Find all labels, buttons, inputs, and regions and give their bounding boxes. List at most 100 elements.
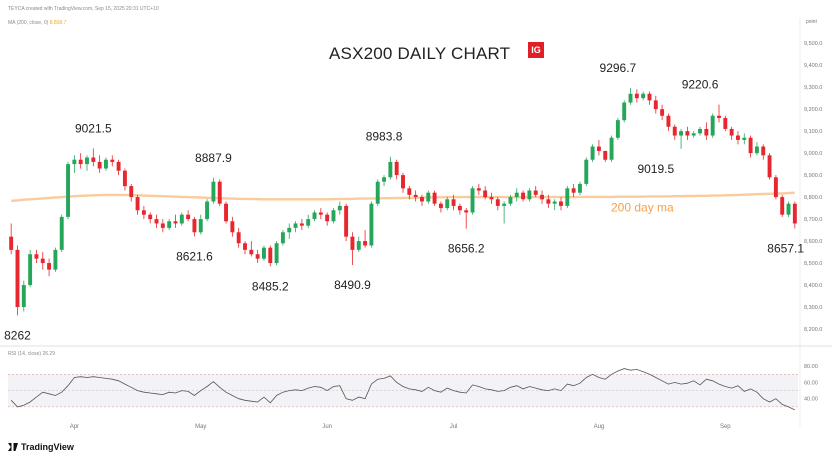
candle-down	[186, 210, 191, 222]
candle-body	[710, 115, 715, 136]
candle-up	[331, 208, 336, 224]
candle-down	[457, 203, 462, 215]
candle-up	[698, 126, 702, 136]
candle-body	[312, 212, 317, 220]
candle-down	[40, 252, 45, 270]
candle-body	[363, 241, 368, 246]
candle-down	[255, 249, 260, 264]
candle-up	[375, 179, 380, 206]
candle-up	[104, 157, 108, 171]
candle-body	[780, 197, 785, 215]
candle-body	[628, 93, 633, 103]
candle-up	[280, 230, 285, 246]
candle-body	[590, 146, 595, 160]
y-tick-label: 8,600.0	[804, 239, 822, 245]
candle-body	[426, 192, 431, 202]
candle-down	[34, 249, 39, 264]
candle-down	[154, 214, 159, 228]
candle-body	[299, 223, 304, 226]
y-tick-label: 8,200.0	[804, 327, 822, 333]
candle-body	[331, 210, 336, 222]
price-annotation: 8887.9	[195, 151, 232, 165]
y-tick-label: 8,900.0	[804, 173, 822, 179]
candle-up	[609, 135, 614, 162]
candle-down	[546, 194, 551, 209]
candle-body	[224, 203, 228, 222]
candle-down	[432, 190, 437, 206]
candle-body	[432, 192, 437, 204]
candle-body	[653, 100, 658, 110]
candle-up	[742, 133, 747, 145]
candle-up	[552, 199, 557, 211]
candle-down	[647, 91, 652, 105]
candle-up	[72, 155, 77, 173]
candle-up	[211, 177, 216, 204]
candle-up	[337, 201, 342, 215]
candle-up	[59, 214, 64, 253]
candle-up	[388, 156, 393, 180]
candle-body	[445, 199, 450, 209]
candle-down	[596, 139, 601, 156]
candle-body	[318, 212, 323, 215]
candle-down	[483, 186, 488, 200]
candle-body	[198, 219, 203, 233]
candle-body	[40, 258, 45, 264]
candle-down	[394, 159, 399, 180]
y-tick-label: 9,400.0	[804, 63, 822, 69]
ma200-line	[11, 191, 795, 202]
candle-body	[723, 117, 728, 129]
candle-body	[356, 241, 361, 250]
tradingview-logo: TradingView	[8, 442, 74, 452]
candle-up	[615, 117, 620, 140]
candle-down	[773, 175, 778, 200]
candle-down	[780, 194, 785, 217]
candle-body	[47, 263, 52, 270]
candle-body	[615, 120, 620, 138]
candle-body	[495, 199, 500, 206]
candle-body	[698, 128, 702, 134]
candle-body	[521, 192, 526, 200]
candle-body	[552, 201, 557, 204]
price-annotation: 8490.9	[334, 278, 371, 292]
y-tick-label: 9,200.0	[804, 107, 822, 113]
rsi-band	[8, 374, 798, 407]
candle-body	[262, 247, 266, 259]
price-annotation: 8983.8	[366, 130, 403, 144]
candle-body	[382, 177, 386, 182]
chart-header-info: TEYCA created with TradingView.com, Sep …	[8, 6, 159, 12]
candle-body	[135, 197, 140, 211]
candle-body	[413, 194, 418, 198]
y-tick-label: 8,500.0	[804, 261, 822, 267]
candle-down	[401, 172, 405, 193]
candle-body	[388, 161, 393, 178]
candle-body	[438, 203, 443, 209]
candle-body	[154, 219, 159, 224]
candle-down	[792, 201, 797, 229]
candle-down	[717, 104, 721, 123]
candle-body	[28, 254, 33, 286]
candle-down	[350, 232, 355, 266]
candle-down	[344, 203, 349, 242]
candle-body	[792, 203, 797, 224]
candle-up	[691, 131, 696, 138]
candle-body	[647, 93, 652, 101]
candle-down	[729, 126, 734, 140]
candle-down	[603, 150, 608, 162]
candle-body	[116, 161, 121, 171]
y-tick-label: 8,700.0	[804, 217, 822, 223]
candle-up	[167, 219, 172, 231]
y-tick-label: 9,500.0	[804, 41, 822, 47]
candle-body	[122, 170, 127, 187]
candle-down	[451, 194, 456, 211]
candle-body	[280, 232, 285, 244]
x-tick-label: Apr	[70, 424, 79, 430]
candle-down	[748, 135, 753, 158]
candle-up	[205, 199, 210, 222]
candle-down	[521, 190, 526, 202]
y-axis-unit: point	[806, 19, 817, 25]
candle-down	[129, 183, 134, 202]
candle-body	[337, 205, 342, 211]
candle-body	[249, 249, 254, 255]
candle-down	[135, 194, 140, 215]
candle-body	[584, 159, 589, 184]
